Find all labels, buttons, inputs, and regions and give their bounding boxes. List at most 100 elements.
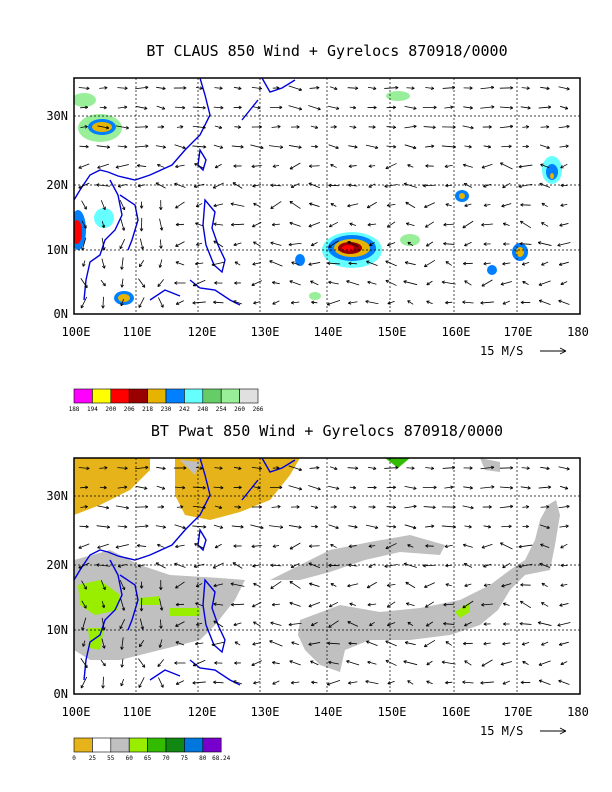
wind-vector-head (279, 485, 283, 488)
wind-vector (176, 506, 184, 508)
wind-vector-head (518, 544, 522, 548)
wind-vector-head (253, 681, 256, 684)
wind-vector-head (103, 107, 107, 110)
wind-vector-head (481, 224, 485, 227)
wind-vector (520, 486, 531, 489)
wind-vector (560, 163, 568, 169)
wind-vector-head (161, 227, 164, 231)
wind-vector (194, 163, 205, 169)
wind-vector-head (175, 604, 179, 607)
wind-vector-head (104, 466, 108, 469)
wind-vector-head (230, 203, 234, 206)
wind-vector (192, 125, 206, 129)
wind-vector-head (124, 526, 128, 529)
wind-vector (102, 296, 104, 309)
wind-vector (291, 301, 300, 304)
wind-vector (80, 106, 88, 109)
wind-vector-head (252, 642, 256, 645)
wind-vector-head (430, 468, 435, 471)
wind-vector (367, 201, 377, 209)
wind-vector (80, 486, 88, 489)
legend-value: 254 (216, 406, 227, 413)
wind-vector-head (426, 662, 429, 666)
wind-vector-head (510, 86, 514, 89)
wind-vector-head (546, 86, 550, 90)
wind-vector-head (464, 583, 468, 587)
wind-vector-head (518, 166, 522, 169)
wind-vector-head (84, 506, 88, 509)
wind-vector-head (413, 145, 417, 149)
wind-vector-head (452, 467, 456, 470)
wind-vector (96, 184, 111, 187)
wind-vector-head (233, 544, 237, 547)
wind-vector-head (453, 145, 456, 148)
wind-vector-head (406, 222, 410, 224)
wind-vector-head (298, 109, 302, 111)
wind-vector-head (483, 205, 488, 207)
wind-vector-head (96, 563, 100, 566)
wind-vector-head (405, 641, 409, 643)
wind-vector-head (560, 183, 564, 186)
wind-vector (387, 622, 396, 626)
wind-vector-head (124, 87, 128, 90)
lon-label: 180 (567, 705, 589, 719)
wind-vector-head (403, 562, 408, 564)
wind-vector-head (174, 661, 178, 664)
wind-vector (404, 524, 417, 529)
wind-vector-head (237, 126, 241, 129)
wind-vector-head (102, 305, 105, 309)
wind-vector-head (315, 125, 319, 129)
wind-vector (463, 563, 473, 568)
wind-vector (557, 242, 571, 246)
wind-vector-head (406, 602, 410, 604)
wind-vector (540, 163, 550, 169)
wind-vector-head (175, 301, 179, 305)
wind-vector-head (393, 505, 397, 508)
wind-vector-head (346, 280, 350, 282)
wind-vector-head (368, 544, 372, 547)
wind-vector-head (483, 583, 487, 586)
wind-vector-head (462, 225, 465, 229)
wind-vector-head (219, 468, 223, 470)
wind-vector-head (385, 165, 388, 169)
wind-vector (425, 601, 435, 608)
wind-vector-head (137, 185, 142, 188)
wind-vector-head (163, 145, 166, 148)
wind-vector-head (433, 105, 437, 108)
panel-1: BT CLAUS 850 Wind + Gyrelocs 870918/0000 (46, 42, 589, 413)
wind-vector (231, 223, 245, 226)
wind-vector-head (270, 242, 274, 245)
wind-vector-head (483, 622, 487, 625)
wind-vector (384, 564, 398, 567)
wind-vector-head (527, 106, 531, 109)
panel-2-lon-labels: 100E 110E 120E 130E 140E 150E 160E 170E … (62, 705, 589, 719)
wind-vector-head (445, 185, 449, 188)
wind-vector-head (192, 301, 196, 304)
wind-vector-head (488, 126, 492, 129)
wind-vector-head (560, 205, 564, 207)
wind-vector-head (520, 682, 524, 685)
wind-vector (289, 660, 301, 666)
wind-vector (213, 301, 224, 304)
wind-vector-head (480, 681, 484, 684)
wind-vector-head (289, 201, 292, 205)
wind-vector-head (566, 88, 570, 91)
wind-vector-head (183, 466, 187, 469)
wind-vector-head (141, 205, 144, 209)
wind-vector (291, 681, 300, 684)
wind-vector (234, 261, 241, 266)
wind-vector (272, 544, 280, 548)
wind-vector-head (405, 582, 408, 586)
wind-vector (462, 220, 474, 229)
wind-vector (252, 221, 262, 228)
wind-vector-head (213, 583, 217, 587)
wind-vector-head (82, 263, 84, 267)
wind-vector-head (311, 680, 315, 683)
wind-vector-head (175, 544, 178, 548)
wind-vector-head (424, 263, 427, 267)
wind-vector-head (327, 262, 331, 266)
wind-vector-head (411, 86, 415, 89)
wind-vector-head (195, 641, 198, 645)
wind-vector-head (140, 246, 144, 250)
wind-vector-head (558, 642, 562, 646)
